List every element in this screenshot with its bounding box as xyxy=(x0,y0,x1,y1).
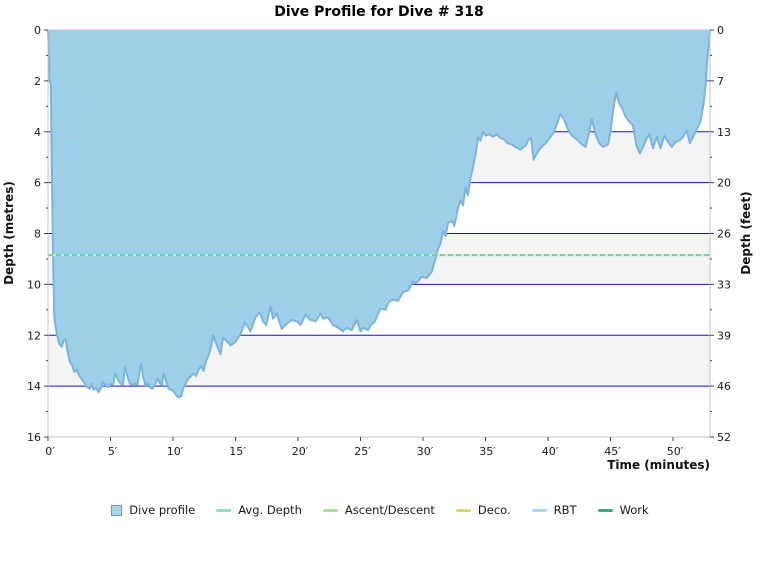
legend-swatch xyxy=(111,504,123,516)
y-right-tick-label: 13 xyxy=(717,126,731,139)
y-left-tick-label: 2 xyxy=(34,75,41,88)
dive-profile-line xyxy=(47,29,711,399)
legend-label: RBT xyxy=(553,503,577,517)
x-tick-label: 0′ xyxy=(45,445,55,458)
legend-label: Deco. xyxy=(477,503,511,517)
chart-legend: Dive profile Avg. Depth Ascent/Descent Deco… xyxy=(0,503,760,517)
x-tick-label: 30′ xyxy=(417,445,434,458)
x-tick-label: 5′ xyxy=(108,445,118,458)
y-left-tick-label: 12 xyxy=(27,329,41,342)
y-left-tick-label: 10 xyxy=(27,278,41,291)
legend-item-work: Work xyxy=(597,503,649,517)
y-right-tick-label: 20 xyxy=(717,177,731,190)
legend-item-deco-: Deco. xyxy=(455,503,511,517)
y-left-tick-label: 14 xyxy=(27,380,41,393)
axis-ticks xyxy=(44,29,714,441)
y-right-tick-label: 7 xyxy=(717,75,724,88)
legend-label: Ascent/Descent xyxy=(344,503,435,517)
y-right-tick-label: 26 xyxy=(717,228,731,241)
x-tick-label: 10′ xyxy=(167,445,184,458)
y-right-tick-label: 52 xyxy=(717,431,731,444)
chart-title: Dive Profile for Dive # 318 xyxy=(274,4,484,20)
x-tick-label: 40′ xyxy=(542,445,559,458)
y-axis-left-title: Depth (metres) xyxy=(2,181,16,285)
y-left-tick-label: 4 xyxy=(34,126,41,139)
legend-item-avg-depth: Avg. Depth xyxy=(216,503,302,517)
legend-item-dive-profile: Dive profile xyxy=(111,503,195,517)
legend-swatch xyxy=(597,508,613,512)
y-right-tick-label: 46 xyxy=(717,380,731,393)
legend-label: Avg. Depth xyxy=(238,503,302,517)
x-tick-label: 15′ xyxy=(229,445,246,458)
x-tick-label: 25′ xyxy=(354,445,371,458)
x-tick-label: 50′ xyxy=(667,445,684,458)
y-right-tick-label: 33 xyxy=(717,278,731,291)
legend-label: Work xyxy=(619,503,649,517)
y-right-tick-label: 39 xyxy=(717,329,731,342)
dive-profile-area xyxy=(48,30,710,398)
x-tick-label: 20′ xyxy=(292,445,309,458)
y-left-tick-label: 8 xyxy=(34,228,41,241)
legend-swatch xyxy=(322,508,338,512)
y-right-tick-label: 0 xyxy=(717,24,724,37)
x-axis-title: Time (minutes) xyxy=(607,458,710,472)
legend-swatch xyxy=(455,508,471,512)
y-left-tick-label: 0 xyxy=(34,24,41,37)
legend-swatch xyxy=(531,508,547,512)
y-axis-right-title: Depth (feet) xyxy=(739,191,753,275)
y-left-tick-label: 6 xyxy=(34,177,41,190)
x-tick-label: 45′ xyxy=(604,445,621,458)
x-tick-label: 35′ xyxy=(479,445,496,458)
legend-item-ascent-descent: Ascent/Descent xyxy=(322,503,435,517)
y-left-tick-label: 16 xyxy=(27,431,41,444)
legend-item-rbt: RBT xyxy=(531,503,577,517)
legend-label: Dive profile xyxy=(129,503,196,517)
legend-swatch xyxy=(216,508,232,512)
